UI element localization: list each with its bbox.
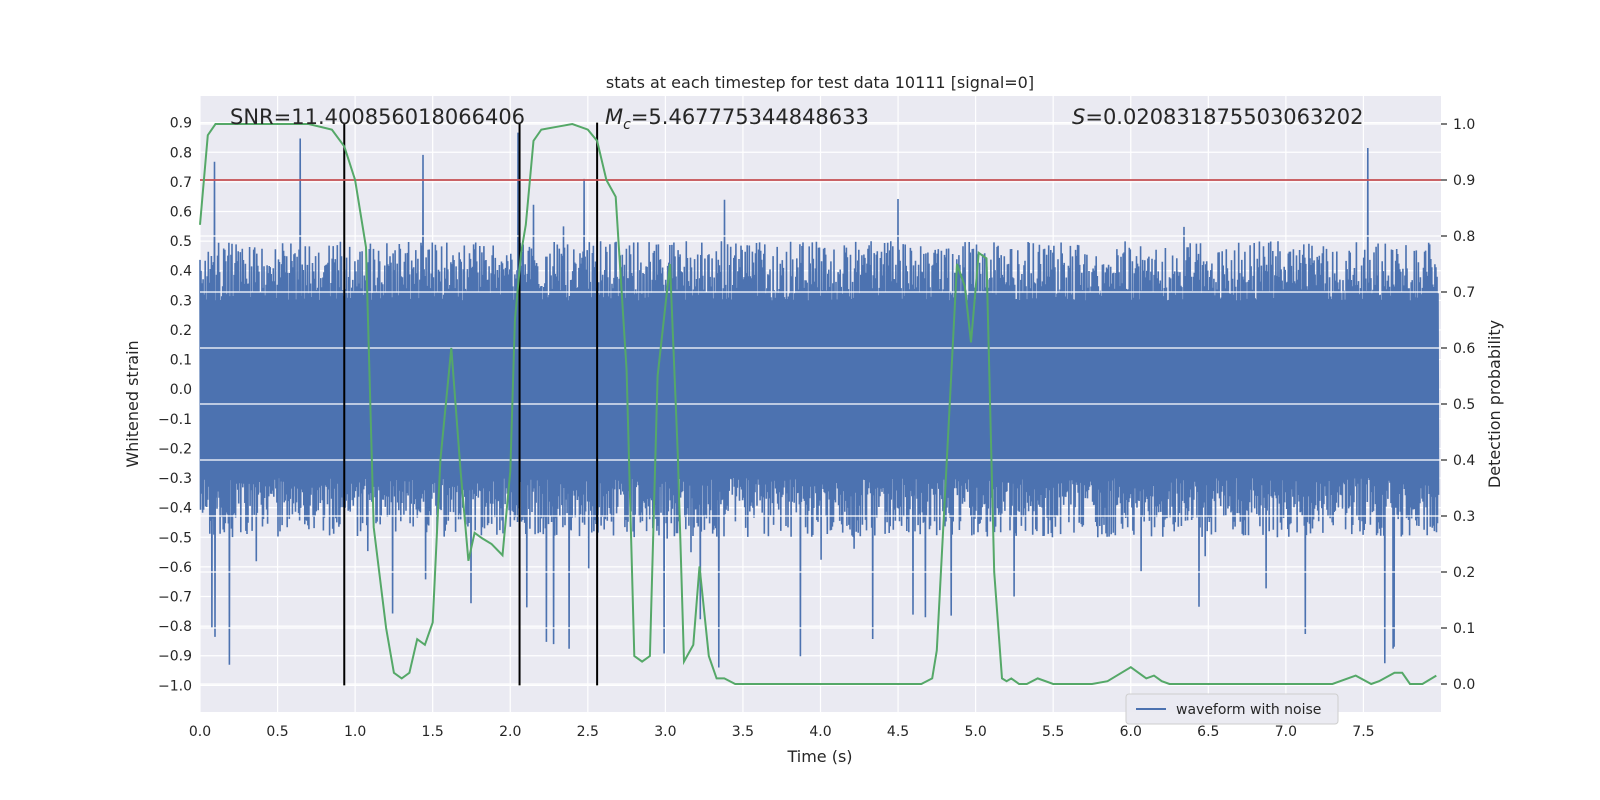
y-left-tick-label: 0.8 [170, 145, 192, 161]
x-tick-label: 1.0 [344, 724, 366, 740]
x-tick-label: 0.0 [189, 724, 211, 740]
chirp-mass-value: =5.467775344848633 [631, 105, 869, 129]
y-right-tick-label: 0.3 [1453, 509, 1475, 525]
x-tick-label: 5.0 [964, 724, 986, 740]
y-left-tick-label: −0.4 [158, 501, 192, 517]
waveform-series [199, 132, 1440, 668]
y-left-tick-label: −0.3 [158, 471, 192, 487]
x-tick-label: 4.5 [887, 724, 909, 740]
y-right-tick-label: 0.1 [1453, 621, 1475, 637]
y-left-tick-label: −0.6 [158, 560, 192, 576]
y-left-tick-label: −0.8 [158, 619, 192, 635]
waveform-line [199, 132, 1440, 668]
x-tick-label: 6.5 [1197, 724, 1219, 740]
tick-labels: 0.0 0.5 1.0 1.5 2.0 2.5 3.0 3.5 4.0 4.5 5.0 5.5 6.0 6… [158, 116, 1475, 740]
y-left-tick-label: −0.2 [158, 441, 192, 457]
y-left-tick-label: 0.6 [170, 205, 192, 221]
y-right-tick-label: 0.6 [1453, 341, 1475, 357]
y-left-tick-label: −0.9 [158, 649, 192, 665]
legend-box [1125, 693, 1339, 725]
chirp-mass-symbol: M [605, 105, 623, 129]
x-tick-label: 3.0 [654, 724, 676, 740]
vertical-markers [343, 122, 599, 686]
y-right-tick-label: 0.2 [1453, 565, 1475, 581]
y-right-tick-label: 1.0 [1453, 117, 1475, 133]
snr-annotation: SNR=11.400856018066406 [230, 105, 525, 129]
y-right-tick-label: 0.7 [1453, 285, 1475, 301]
x-tick-label: 1.5 [422, 724, 444, 740]
y-right-tick-label: 0.9 [1453, 173, 1475, 189]
chirp-mass-annotation: Mc=5.467775344848633 [605, 105, 869, 133]
y-axis-label-right: Detection probability [1485, 320, 1504, 488]
y-left-tick-label: −0.1 [158, 412, 192, 428]
y-left-tick-label: 0.2 [170, 323, 192, 339]
x-tick-label: 5.5 [1042, 724, 1064, 740]
y-left-tick-label: 0.5 [170, 234, 192, 250]
y-left-tick-label: −0.5 [158, 530, 192, 546]
y-left-tick-label: 0.3 [170, 293, 192, 309]
x-tick-label: 6.0 [1120, 724, 1142, 740]
s-symbol: S [1072, 105, 1085, 129]
y-right-tick-label: 0.0 [1453, 677, 1475, 693]
legend-label: waveform with noise [1176, 702, 1321, 718]
y-left-tick-label: 0.0 [170, 382, 192, 398]
s-value: =0.020831875503063202 [1085, 105, 1363, 129]
y-left-tick-label: 0.7 [170, 175, 192, 191]
legend: waveform with noise [1125, 693, 1339, 725]
y-left-tick-label: 0.1 [170, 353, 192, 369]
probability-series [199, 122, 1437, 686]
x-tick-label: 3.5 [732, 724, 754, 740]
y-right-tick-label: 0.5 [1453, 397, 1475, 413]
y-left-tick-label: −1.0 [158, 678, 192, 694]
chart-title: stats at each timestep for test data 101… [606, 73, 1034, 92]
x-tick-label: 2.0 [499, 724, 521, 740]
x-tick-label: 2.5 [577, 724, 599, 740]
y-left-tick-label: 0.9 [170, 116, 192, 132]
x-tick-label: 7.5 [1352, 724, 1374, 740]
s-annotation: S=0.020831875503063202 [1072, 105, 1363, 129]
y-left-tick-label: −0.7 [158, 590, 192, 606]
x-tick-label: 7.0 [1275, 724, 1297, 740]
probability-line [199, 122, 1437, 686]
x-tick-label: 0.5 [266, 724, 288, 740]
y-right-tick-label: 0.4 [1453, 453, 1475, 469]
x-axis-label: Time (s) [786, 747, 852, 766]
chirp-mass-subscript: c [623, 117, 631, 133]
y-axis-label-left: Whitened strain [123, 340, 142, 467]
y-left-tick-label: 0.4 [170, 264, 192, 280]
y-right-tick-label: 0.8 [1453, 229, 1475, 245]
x-tick-label: 4.0 [809, 724, 831, 740]
